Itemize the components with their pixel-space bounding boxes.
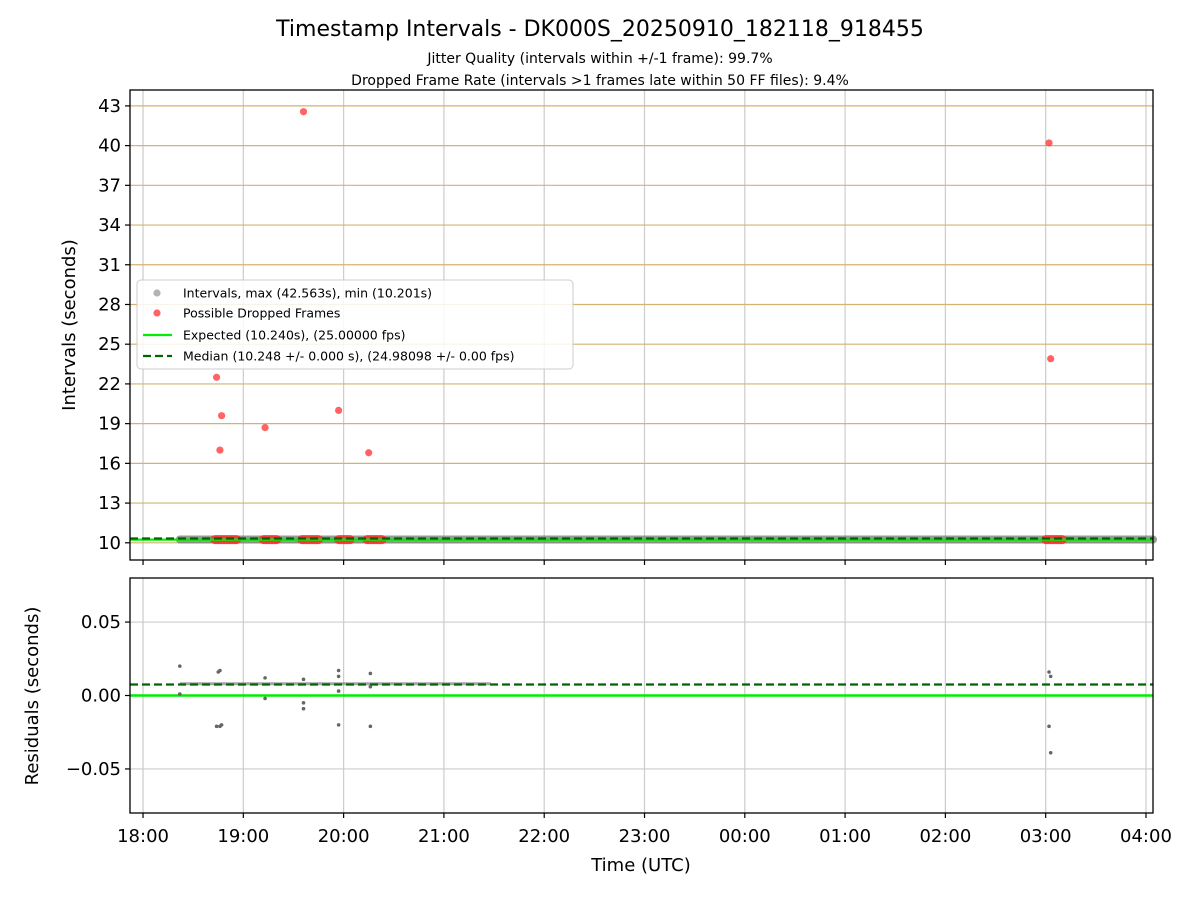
intervals-axes: 10 13 16 19 22 25 28 31 34 37 40 43	[98, 96, 1147, 565]
x-tick-label: 04:00	[1120, 826, 1172, 847]
legend-entry-label: Median (10.248 +/- 0.000 s), (24.98098 +…	[183, 349, 514, 364]
intervals-y-tick-label: 37	[98, 175, 121, 196]
x-tick-label: 02:00	[919, 826, 971, 847]
residuals-y-tick-label: 0.00	[81, 686, 121, 707]
dropped-frame-point	[365, 449, 373, 457]
x-tick-label: 22:00	[518, 826, 570, 847]
chart-title: Timestamp Intervals - DK000S_20250910_18…	[275, 17, 924, 42]
chart-subtitle-jitter: Jitter Quality (intervals within +/-1 fr…	[426, 51, 772, 67]
residuals-y-tick-label: 0.05	[81, 612, 121, 633]
x-tick-label: 03:00	[1020, 826, 1072, 847]
x-tick-label: 19:00	[217, 826, 269, 847]
dropped-frame-point	[216, 446, 224, 454]
legend-box	[136, 279, 574, 370]
residual-point	[178, 664, 182, 668]
intervals-y-tick-label: 40	[98, 136, 121, 157]
residuals-axes: 18:00 19:00 20:00 21:00 22:00 23:00 00:00 01:00…	[66, 612, 1172, 847]
residual-point	[219, 723, 224, 727]
residuals-y-tick-label: −0.05	[66, 759, 121, 780]
intervals-plot-frame	[129, 89, 1154, 561]
x-tick-label: 23:00	[619, 826, 671, 847]
intervals-y-tick-label: 10	[98, 533, 121, 554]
residual-point	[1048, 750, 1053, 755]
residuals-y-axis-label: Residuals (seconds)	[22, 607, 43, 786]
chart-subtitle-dropped: Dropped Frame Rate (intervals >1 frames …	[351, 73, 849, 89]
intervals-panel: 10 13 16 19 22 25 28 31 34 37 40 43 Intervals (seco…	[59, 89, 1157, 565]
residual-point	[263, 696, 267, 701]
residual-point	[1048, 674, 1053, 679]
intervals-y-tick-label: 34	[98, 215, 121, 236]
residual-point	[218, 668, 222, 673]
legend-entry-label: Intervals, max (42.563s), min (10.201s)	[183, 286, 432, 301]
residual-point	[368, 724, 373, 729]
legend-dropped-marker	[153, 309, 161, 317]
residual-point	[1047, 724, 1051, 729]
x-tick-label: 20:00	[318, 826, 370, 847]
residual-point	[301, 677, 306, 682]
intervals-y-tick-label: 16	[98, 453, 121, 474]
legend-entry-label: Possible Dropped Frames	[183, 306, 340, 321]
dropped-frame-point	[261, 424, 269, 432]
residual-point	[214, 724, 219, 729]
residual-point	[1047, 670, 1051, 674]
intervals-y-tick-label: 25	[98, 334, 121, 355]
residual-point	[263, 676, 267, 680]
dropped-frame-point	[335, 406, 343, 414]
intervals-y-tick-label: 22	[98, 374, 121, 395]
residual-point	[336, 668, 341, 673]
dropped-frame-point	[1045, 139, 1053, 147]
dropped-frame-point	[1047, 355, 1055, 363]
x-axis-label: Time (UTC)	[590, 855, 691, 876]
x-tick-label: 01:00	[819, 826, 871, 847]
legend-intervals-marker	[153, 289, 161, 297]
intervals-y-tick-label: 43	[98, 96, 121, 117]
intervals-marks	[130, 108, 1157, 545]
intervals-y-tick-label: 28	[98, 294, 121, 315]
intervals-y-tick-label: 31	[98, 255, 121, 276]
intervals-y-tick-label: 19	[98, 414, 121, 435]
intervals-y-axis-label: Intervals (seconds)	[59, 239, 80, 411]
dropped-frame-point	[299, 108, 308, 116]
legend-entry-label: Expected (10.240s), (25.00000 fps)	[183, 328, 405, 343]
residual-point	[301, 706, 306, 711]
x-tick-label: 21:00	[418, 826, 470, 847]
residual-point	[301, 701, 306, 705]
dropped-frame-point	[212, 373, 221, 381]
intervals-y-tick-label: 13	[98, 493, 121, 514]
dropped-frame-point	[218, 412, 226, 420]
residual-point	[368, 684, 373, 689]
residual-point	[178, 692, 182, 696]
residual-point	[368, 671, 373, 676]
residual-point	[336, 674, 341, 679]
x-tick-label: 18:00	[117, 826, 169, 847]
intervals-legend: Intervals, max (42.563s), min (10.201s) P…	[136, 279, 574, 370]
residuals-panel: 18:00 19:00 20:00 21:00 22:00 23:00 00:00 01:00…	[22, 577, 1172, 876]
residuals-marks	[130, 664, 1153, 755]
residual-point	[336, 723, 341, 727]
residual-point	[336, 689, 341, 693]
x-tick-label: 00:00	[719, 826, 771, 847]
